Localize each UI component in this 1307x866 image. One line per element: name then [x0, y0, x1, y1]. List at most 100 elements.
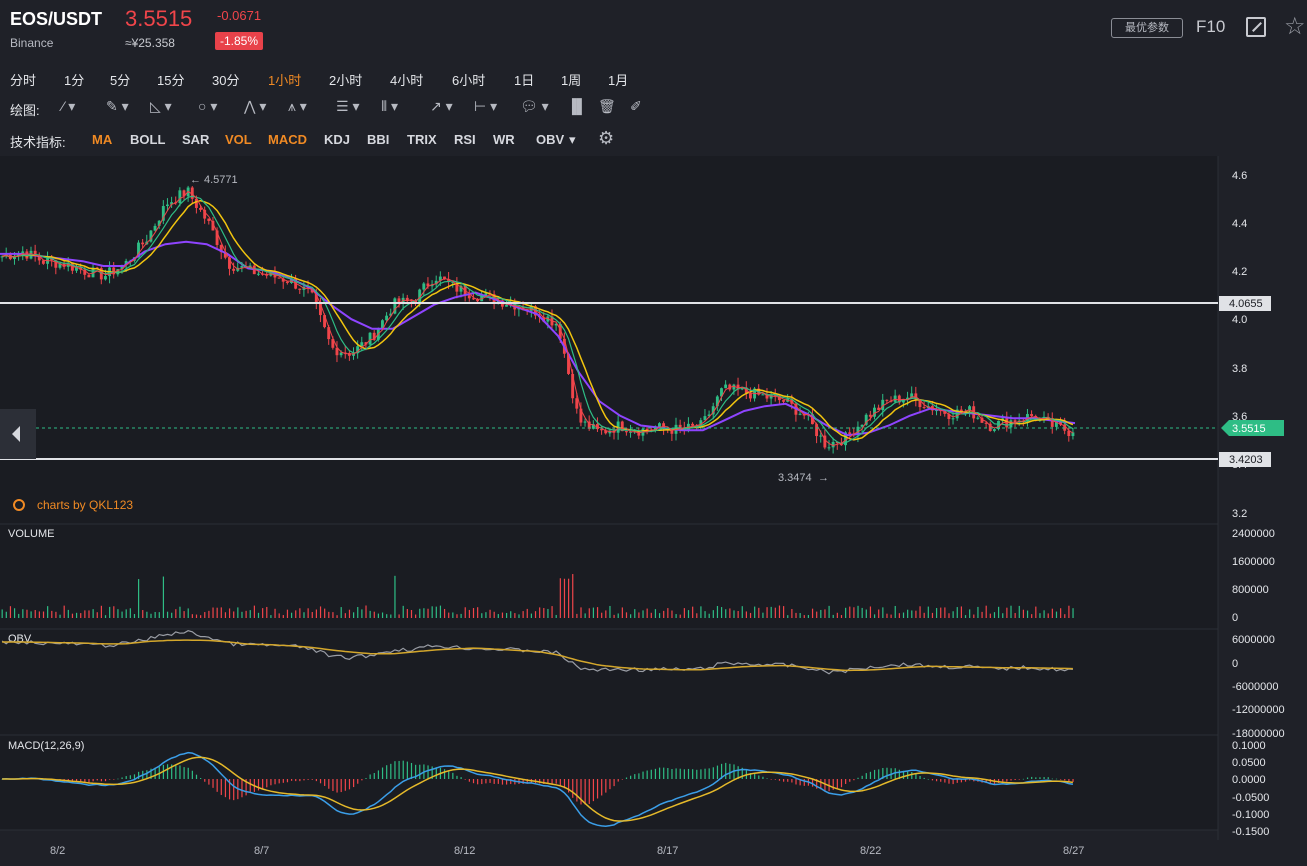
- obv-axis: 6000000 0 -6000000 -12000000 -18000000: [1232, 634, 1285, 740]
- pen-tool-icon[interactable]: ✎ ▾: [106, 98, 129, 114]
- brush-icon[interactable]: ✐: [630, 98, 642, 114]
- obv-tick: -6000000: [1232, 681, 1279, 693]
- macd-bar: [840, 779, 843, 788]
- volume-bar: [526, 608, 528, 618]
- chart-svg[interactable]: ← 4.5771 3.3474 → charts by QKL123 VOLUM…: [0, 156, 1307, 866]
- macd-bar: [1051, 778, 1053, 780]
- indicator-kdj[interactable]: KDJ: [324, 132, 351, 147]
- candle-body: [579, 408, 583, 423]
- macd-bar: [443, 769, 446, 779]
- indicator-vol[interactable]: VOL: [225, 132, 252, 147]
- fib-tool-icon[interactable]: ☰ ▾: [336, 98, 360, 114]
- f10-button[interactable]: F10: [1196, 17, 1226, 36]
- indicator-macd[interactable]: MACD: [268, 132, 307, 147]
- indicator-rsi[interactable]: RSI: [454, 132, 476, 147]
- indicator-bbi[interactable]: BBI: [367, 132, 390, 147]
- interval-tab[interactable]: 分时: [10, 73, 37, 88]
- volume-bar: [245, 610, 247, 618]
- volume-bar: [220, 607, 222, 618]
- volume-bar: [592, 607, 595, 618]
- volume-bar: [460, 613, 462, 618]
- volume-bar: [113, 606, 115, 618]
- volume-bar: [696, 613, 698, 618]
- interval-tab[interactable]: 1月: [608, 73, 629, 88]
- interval-tab[interactable]: 1周: [561, 73, 582, 88]
- candle-body: [910, 393, 914, 398]
- indicator-sar[interactable]: SAR: [182, 132, 210, 147]
- macd-bar: [720, 763, 723, 779]
- arrow-tool-icon[interactable]: ↗ ▾: [430, 98, 453, 114]
- interval-tab[interactable]: 1分: [64, 73, 85, 88]
- circle-tool-icon[interactable]: ○ ▾: [198, 98, 218, 114]
- volume-bar: [104, 615, 107, 618]
- candle-body: [161, 206, 165, 221]
- volume-bar: [687, 610, 690, 618]
- candle-body: [66, 263, 70, 267]
- macd-bar: [216, 779, 218, 792]
- interval-tab[interactable]: 5分: [110, 73, 131, 88]
- indicator-wr[interactable]: WR: [493, 132, 515, 147]
- macd-bar: [307, 779, 309, 780]
- optimal-params-button[interactable]: 最优参数: [1111, 18, 1183, 38]
- volume-bar: [1051, 608, 1053, 618]
- candle-body: [567, 353, 570, 374]
- volume-bar: [845, 607, 847, 618]
- line-tool-icon[interactable]: ⁄ ▾: [62, 98, 76, 114]
- indicator-obv[interactable]: OBV: [536, 132, 565, 147]
- zigzag-tool-icon[interactable]: ⋀ ▾: [244, 98, 267, 114]
- macd-bar: [729, 763, 731, 779]
- candle-body: [54, 260, 58, 268]
- macd-bar: [956, 779, 958, 783]
- interval-tab[interactable]: 2小时: [329, 73, 363, 88]
- volume-bar: [121, 611, 123, 618]
- fullscreen-icon[interactable]: [1246, 17, 1266, 37]
- candle-body: [860, 424, 864, 427]
- cny-price: ≈¥25.358: [125, 36, 175, 50]
- macd-bar: [935, 779, 938, 782]
- measure-tool-icon[interactable]: ⊢ ▾: [474, 98, 498, 114]
- candle-body: [364, 342, 368, 345]
- y-tick: 4.4: [1232, 218, 1247, 230]
- macd-bar: [386, 765, 388, 779]
- candle-body: [467, 295, 471, 299]
- low-marker-arrow: →: [818, 472, 829, 484]
- macd-bar: [129, 775, 131, 779]
- volume-bar: [361, 609, 363, 618]
- macd-bar: [559, 779, 561, 786]
- candle-body: [740, 387, 744, 390]
- macd-bar: [1026, 777, 1029, 779]
- interval-tab[interactable]: 4小时: [390, 73, 424, 88]
- macd-axis: 0.1000 0.0500 0.0000 -0.0500 -0.1000 -0.…: [1232, 740, 1269, 838]
- candle-body: [323, 315, 327, 328]
- volume-bar: [282, 615, 284, 618]
- interval-tab[interactable]: 1日: [514, 73, 535, 88]
- indicator-ma[interactable]: MA: [92, 132, 113, 147]
- chart-area[interactable]: ← 4.5771 3.3474 → charts by QKL123 VOLUM…: [0, 156, 1307, 866]
- indicator-obv-dropdown-icon[interactable]: ▾: [569, 132, 576, 147]
- macd-tick: -0.0500: [1232, 792, 1269, 804]
- volume-bar: [290, 612, 293, 618]
- indicator-trix[interactable]: TRIX: [407, 132, 437, 147]
- favorite-star-icon[interactable]: ☆: [1284, 13, 1306, 40]
- volume-bar: [882, 607, 884, 618]
- gear-icon[interactable]: ⚙: [598, 128, 615, 148]
- trash-icon[interactable]: 🗑︎: [598, 98, 616, 114]
- triangle-tool-icon[interactable]: ◺ ▾: [150, 98, 172, 114]
- channel-tool-icon[interactable]: ⦀ ▾: [381, 98, 399, 114]
- macd-bar: [435, 767, 437, 779]
- interval-tab-active[interactable]: 1小时: [268, 73, 302, 88]
- interval-tab[interactable]: 6小时: [452, 73, 486, 88]
- volume-bar: [501, 612, 504, 618]
- volume-bar: [799, 613, 801, 618]
- interval-tab[interactable]: 30分: [212, 73, 240, 88]
- indicator-boll[interactable]: BOLL: [130, 132, 166, 147]
- macd-bar: [820, 779, 822, 790]
- macd-bar: [824, 779, 826, 791]
- macd-bar: [266, 779, 268, 788]
- chart-tool-icon[interactable]: ▐▌: [567, 98, 587, 114]
- pattern-tool-icon[interactable]: ⩚ ▾: [288, 98, 307, 114]
- interval-tab[interactable]: 15分: [157, 73, 185, 88]
- text-tool-icon[interactable]: 💬︎ ▾: [520, 98, 549, 114]
- macd-bar: [882, 767, 884, 779]
- macd-bar: [270, 779, 272, 786]
